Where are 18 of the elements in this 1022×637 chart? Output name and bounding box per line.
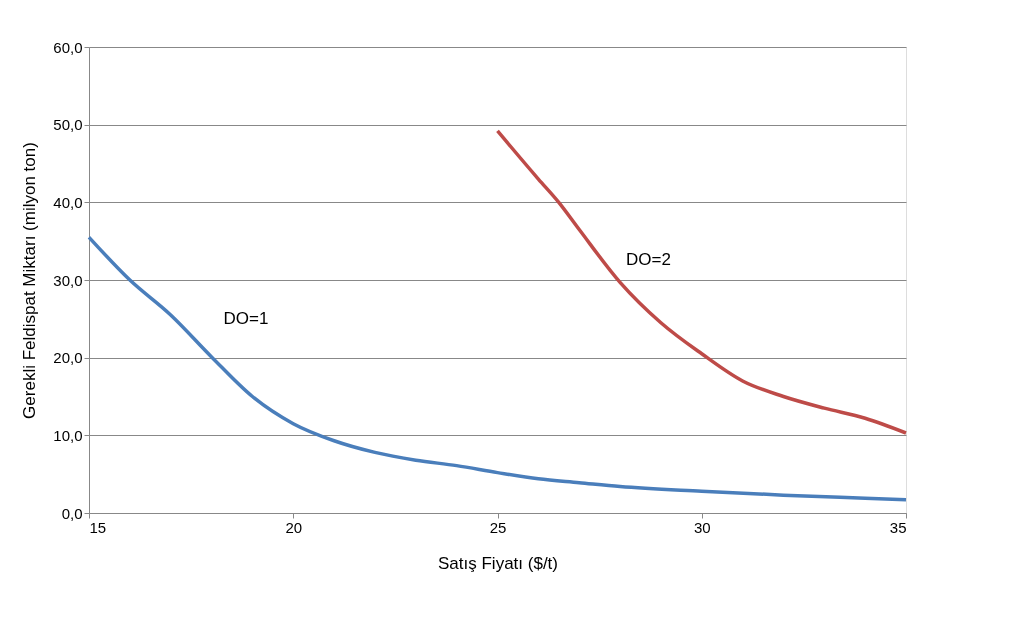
line-series [495, 129, 908, 435]
annotation: DO=1 [223, 308, 269, 328]
y-axis-title: Gerekli Feldispat Miktarı (milyon ton) [20, 142, 40, 419]
y-tick-label: 50,0 [53, 116, 83, 134]
x-tick-label: 30 [693, 518, 711, 536]
y-tick-label: 30,0 [53, 271, 83, 289]
y-tick-label: 10,0 [53, 426, 83, 444]
y-tick-label: 0,0 [61, 504, 83, 522]
annotation: DO=2 [626, 250, 671, 270]
y-tick-label: 40,0 [53, 193, 83, 211]
x-axis-title: Satış Fiyatı ($/t) [438, 553, 558, 573]
x-tick-label: 20 [285, 518, 303, 536]
x-tick-label: 25 [489, 518, 507, 536]
x-tick-label: 35 [889, 518, 907, 536]
y-tick-label: 20,0 [53, 349, 83, 367]
x-tick-label: 15 [89, 518, 107, 536]
y-tick-label: 60,0 [53, 38, 83, 56]
line-series [87, 235, 908, 502]
